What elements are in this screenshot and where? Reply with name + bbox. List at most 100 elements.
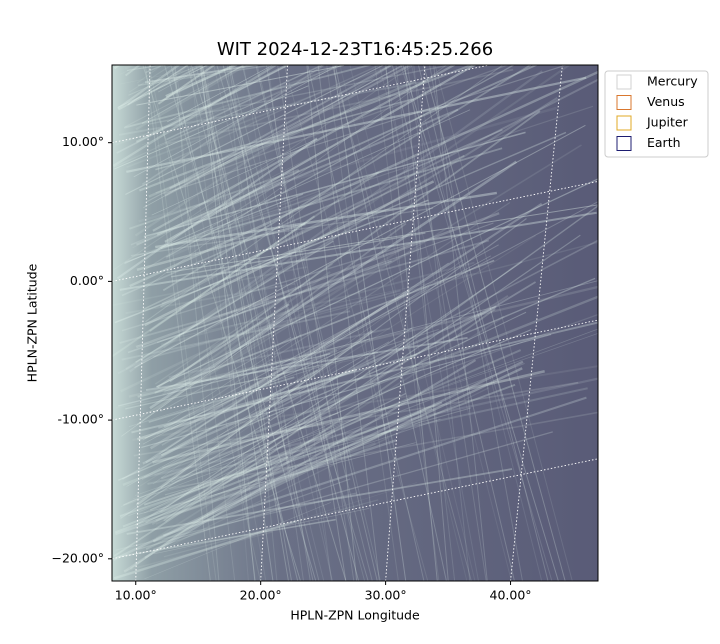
streak xyxy=(118,360,343,519)
streak xyxy=(121,310,351,361)
streak xyxy=(417,65,549,581)
streak xyxy=(199,65,274,581)
grid-line xyxy=(112,319,598,421)
streak xyxy=(166,65,515,258)
streak xyxy=(135,240,334,363)
streak xyxy=(164,65,317,581)
streak xyxy=(306,65,358,581)
streak xyxy=(169,65,394,190)
streak xyxy=(139,144,582,419)
streak xyxy=(152,289,401,358)
streak xyxy=(165,180,349,260)
streak xyxy=(129,70,598,288)
grid-line xyxy=(385,65,426,581)
streak xyxy=(144,180,435,327)
streak xyxy=(374,65,440,581)
streak xyxy=(164,65,413,197)
streak xyxy=(228,65,366,581)
streak xyxy=(160,413,373,513)
streak xyxy=(140,65,448,292)
streak xyxy=(128,285,598,398)
x-tick-label: 30.00° xyxy=(365,588,407,603)
streak xyxy=(124,65,142,77)
streak xyxy=(402,65,559,581)
streak xyxy=(122,295,598,487)
streak xyxy=(118,65,204,111)
streak xyxy=(164,407,471,496)
streak xyxy=(163,499,379,558)
streak xyxy=(123,429,336,573)
streak xyxy=(133,452,324,500)
streak xyxy=(125,282,296,315)
grid-line xyxy=(510,65,563,581)
streak xyxy=(423,65,566,581)
streak xyxy=(165,234,581,522)
streak xyxy=(142,244,499,441)
legend-box xyxy=(604,70,709,158)
streak xyxy=(200,65,256,581)
streak xyxy=(200,65,289,581)
streak xyxy=(384,65,479,581)
streak xyxy=(172,65,236,581)
streak xyxy=(160,415,321,480)
streak xyxy=(120,65,214,85)
streak xyxy=(170,65,299,581)
streak xyxy=(131,105,594,258)
streak xyxy=(121,328,598,507)
streak xyxy=(142,255,492,445)
streak xyxy=(114,65,346,146)
streak xyxy=(166,65,324,141)
streak xyxy=(124,193,304,264)
streak xyxy=(144,377,598,479)
streak xyxy=(143,131,526,238)
streak xyxy=(141,65,245,124)
streak xyxy=(136,108,459,246)
streak xyxy=(169,110,541,383)
streak xyxy=(171,311,527,483)
legend-swatch xyxy=(616,74,632,90)
streak xyxy=(148,65,261,581)
streak xyxy=(153,241,598,358)
streak xyxy=(145,427,396,550)
streak xyxy=(130,181,281,246)
streak xyxy=(331,65,472,581)
streak xyxy=(128,65,201,96)
streak xyxy=(155,98,413,171)
streak xyxy=(112,266,308,307)
streak xyxy=(174,65,220,581)
streak xyxy=(143,455,289,506)
streak xyxy=(153,187,329,253)
legend-label: Earth xyxy=(647,135,681,150)
streak xyxy=(121,392,277,480)
grid-line xyxy=(260,65,288,581)
streak xyxy=(116,518,336,558)
streak xyxy=(149,215,316,332)
streak xyxy=(141,333,552,448)
streak xyxy=(164,280,598,392)
streak xyxy=(153,507,370,555)
x-axis-label: HPLN-ZPN Longitude xyxy=(290,608,420,623)
streak xyxy=(152,65,457,232)
streak xyxy=(158,262,449,455)
streak xyxy=(145,202,543,464)
streak xyxy=(132,365,598,441)
streak xyxy=(267,65,332,581)
streak xyxy=(326,65,399,581)
streak xyxy=(117,65,181,110)
streak xyxy=(116,137,318,280)
streak xyxy=(136,222,306,271)
streak xyxy=(339,65,468,581)
streak xyxy=(189,65,256,581)
streak xyxy=(156,65,343,147)
streak xyxy=(115,341,443,409)
streak xyxy=(145,336,468,392)
legend-label: Jupiter xyxy=(646,115,689,130)
streak xyxy=(160,217,527,489)
streak xyxy=(222,65,360,581)
streak xyxy=(154,259,495,394)
streak xyxy=(170,201,598,430)
chart-title: WIT 2024-12-23T16:45:25.266 xyxy=(217,39,493,60)
streak xyxy=(162,271,331,396)
streak xyxy=(138,106,557,223)
